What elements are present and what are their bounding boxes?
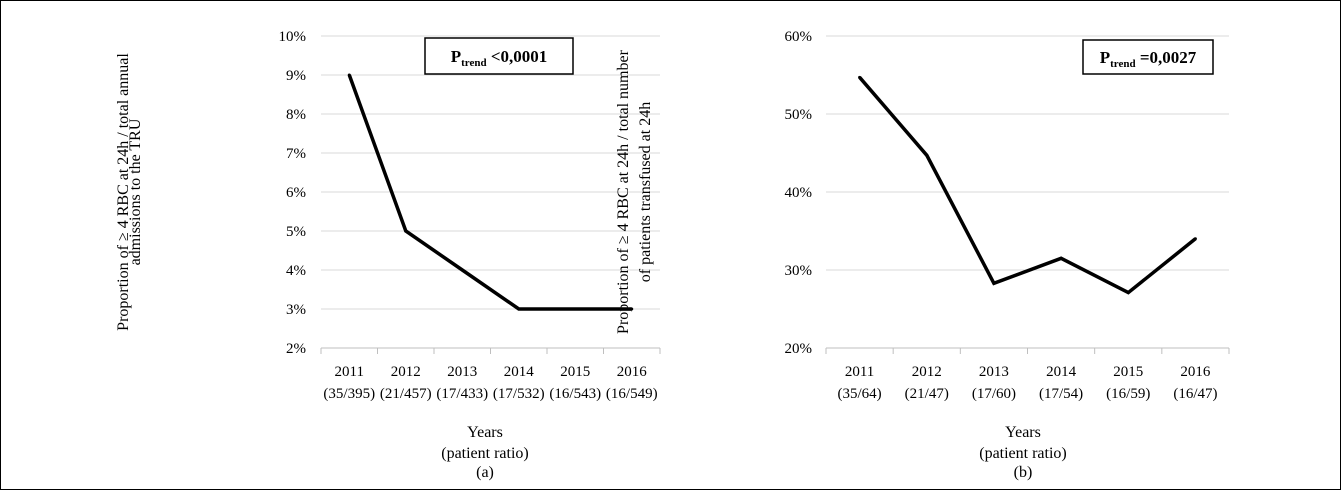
x-axis-title-line1: Years bbox=[467, 424, 503, 441]
data-point bbox=[404, 229, 408, 233]
x-tick-label-year: 2016 bbox=[1180, 364, 1211, 380]
x-tick-label-ratio: (17/54) bbox=[1039, 386, 1083, 402]
p-trend-main: P bbox=[1100, 48, 1110, 67]
x-tick-label-year: 2014 bbox=[504, 364, 535, 380]
panel-label: (b) bbox=[1014, 464, 1033, 481]
x-tick-label-year: 2014 bbox=[1046, 364, 1077, 380]
x-tick-label-year: 2012 bbox=[912, 364, 942, 380]
p-trend-annotation: Ptrend <0,0001 bbox=[451, 47, 548, 69]
series-line bbox=[347, 74, 632, 311]
data-point bbox=[1126, 291, 1130, 295]
y-tick-label: 4% bbox=[286, 263, 306, 279]
data-point bbox=[630, 307, 634, 311]
x-axis-title-line1: Years bbox=[1005, 424, 1041, 441]
x-tick-label-year: 2015 bbox=[1113, 364, 1143, 380]
y-axis-title-line2: admissions to the TRU bbox=[127, 118, 144, 265]
x-tick-label-ratio: (35/64) bbox=[837, 386, 881, 402]
data-point bbox=[858, 75, 862, 79]
x-tick-label-ratio: (21/457) bbox=[380, 386, 432, 402]
y-tick-label: 3% bbox=[286, 302, 306, 318]
data-point bbox=[347, 73, 351, 77]
p-trend-sub: trend bbox=[461, 57, 486, 69]
y-axis-title-line1: Proportion of ≥ 4 RBC at 24h / total num… bbox=[615, 49, 632, 334]
p-trend-value: =0,0027 bbox=[1136, 48, 1197, 67]
x-tick-label-ratio: (17/60) bbox=[972, 386, 1016, 402]
y-tick-label: 10% bbox=[279, 29, 307, 45]
x-tick-label-ratio: (21/47) bbox=[905, 386, 949, 402]
p-trend-main: P bbox=[451, 47, 461, 66]
data-point bbox=[925, 153, 929, 157]
chart-a: 2% 3% 4% 5% 6% 7% 8% 9% 10% 2011 (35/395) 2012 (21/4… bbox=[115, 29, 661, 481]
data-point bbox=[517, 307, 521, 311]
x-tick-label-year: 2015 bbox=[560, 364, 590, 380]
data-point bbox=[992, 281, 996, 285]
y-tick-label: 50% bbox=[785, 107, 813, 123]
panel-label: (a) bbox=[476, 464, 494, 481]
chart-b: 20% 30% 40% 50% 60% 2011 (35/64) 2012 (21/47) 201… bbox=[615, 29, 1230, 481]
y-tick-label: 2% bbox=[286, 341, 306, 357]
y-axis-title-line1: Proportion of ≥ 4 RBC at 24h / total ann… bbox=[115, 53, 132, 331]
p-trend-value: <0,0001 bbox=[487, 47, 548, 66]
y-tick-label: 20% bbox=[785, 341, 813, 357]
y-tick-label: 9% bbox=[286, 68, 306, 84]
data-point bbox=[573, 307, 577, 311]
series-line bbox=[858, 76, 1197, 295]
data-point bbox=[1059, 256, 1063, 260]
x-tick-label-ratio: (16/543) bbox=[549, 386, 601, 402]
y-tick-label: 40% bbox=[785, 185, 813, 201]
x-tick-label-year: 2011 bbox=[845, 364, 874, 380]
x-axis-title-line2: (patient ratio) bbox=[979, 445, 1067, 462]
y-tick-label: 7% bbox=[286, 146, 306, 162]
x-tick-label-ratio: (16/59) bbox=[1106, 386, 1150, 402]
x-tick-label-ratio: (17/433) bbox=[436, 386, 488, 402]
x-tick-label-year: 2013 bbox=[979, 364, 1009, 380]
p-trend-sub: trend bbox=[1110, 58, 1135, 70]
y-tick-label: 6% bbox=[286, 185, 306, 201]
y-axis-title-line2: of patients transfused at 24h bbox=[637, 102, 654, 282]
p-trend-annotation: Ptrend =0,0027 bbox=[1100, 48, 1197, 70]
p-trend-box bbox=[1082, 39, 1214, 75]
x-tick-label-year: 2013 bbox=[447, 364, 477, 380]
y-tick-label: 8% bbox=[286, 107, 306, 123]
x-tick-label-ratio: (35/395) bbox=[323, 386, 375, 402]
y-tick-label: 30% bbox=[785, 263, 813, 279]
x-tick-label-year: 2011 bbox=[335, 364, 364, 380]
x-tick-label-year: 2012 bbox=[391, 364, 421, 380]
x-axis-title-line2: (patient ratio) bbox=[441, 445, 529, 462]
x-tick-label-ratio: (16/549) bbox=[606, 386, 658, 402]
p-trend-box bbox=[424, 37, 574, 75]
y-tick-label: 5% bbox=[286, 224, 306, 240]
x-tick-label-ratio: (17/532) bbox=[493, 386, 545, 402]
x-tick-label-ratio: (16/47) bbox=[1173, 386, 1217, 402]
y-tick-label: 60% bbox=[785, 29, 813, 45]
x-tick-label-year: 2016 bbox=[617, 364, 648, 380]
data-point bbox=[1193, 237, 1197, 241]
data-point bbox=[460, 268, 464, 272]
